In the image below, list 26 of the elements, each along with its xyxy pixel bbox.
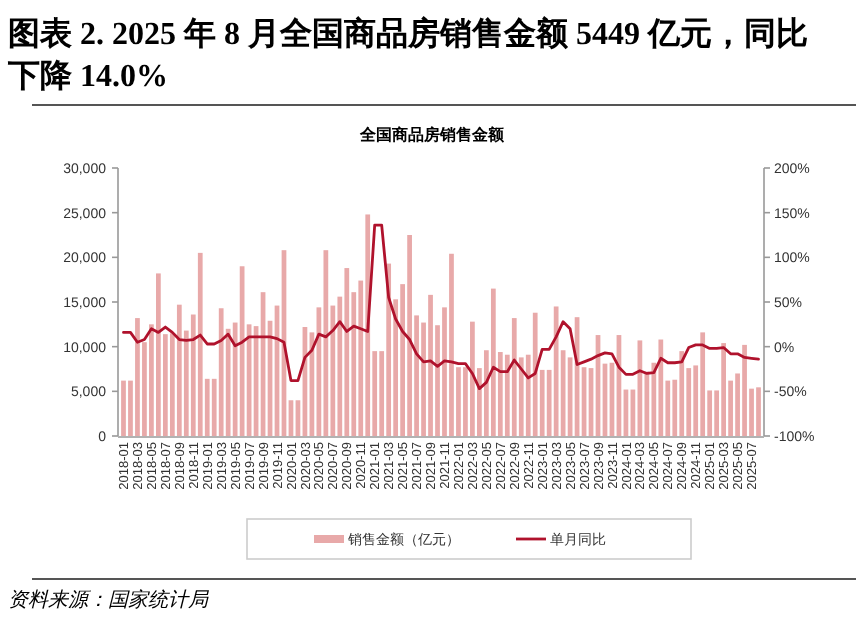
bar [135,318,140,436]
bar [721,343,726,436]
bar [756,387,761,436]
bar [323,250,329,436]
bar [553,306,559,436]
bar [742,344,747,436]
bar [218,308,224,436]
title: 图表 2. 2025 年 8 月全国商品房销售金额 5449 亿元，同比下降 14.0% [8,18,808,94]
bar [428,294,433,436]
bar [532,312,538,436]
bar [511,318,517,436]
bar [407,235,412,436]
bar [449,253,454,436]
bar [344,268,350,436]
text: 资料来源：国家统计局 [8,588,210,612]
bar [121,380,126,436]
bar [658,339,664,436]
bar [490,288,496,436]
bar [156,273,161,436]
bar [679,351,685,436]
bar [197,252,203,436]
bar [470,321,475,436]
bar [700,332,706,436]
bar [176,304,182,436]
chart-subtitle: 全国商品房销售金额 [358,124,506,144]
bar [365,214,371,436]
